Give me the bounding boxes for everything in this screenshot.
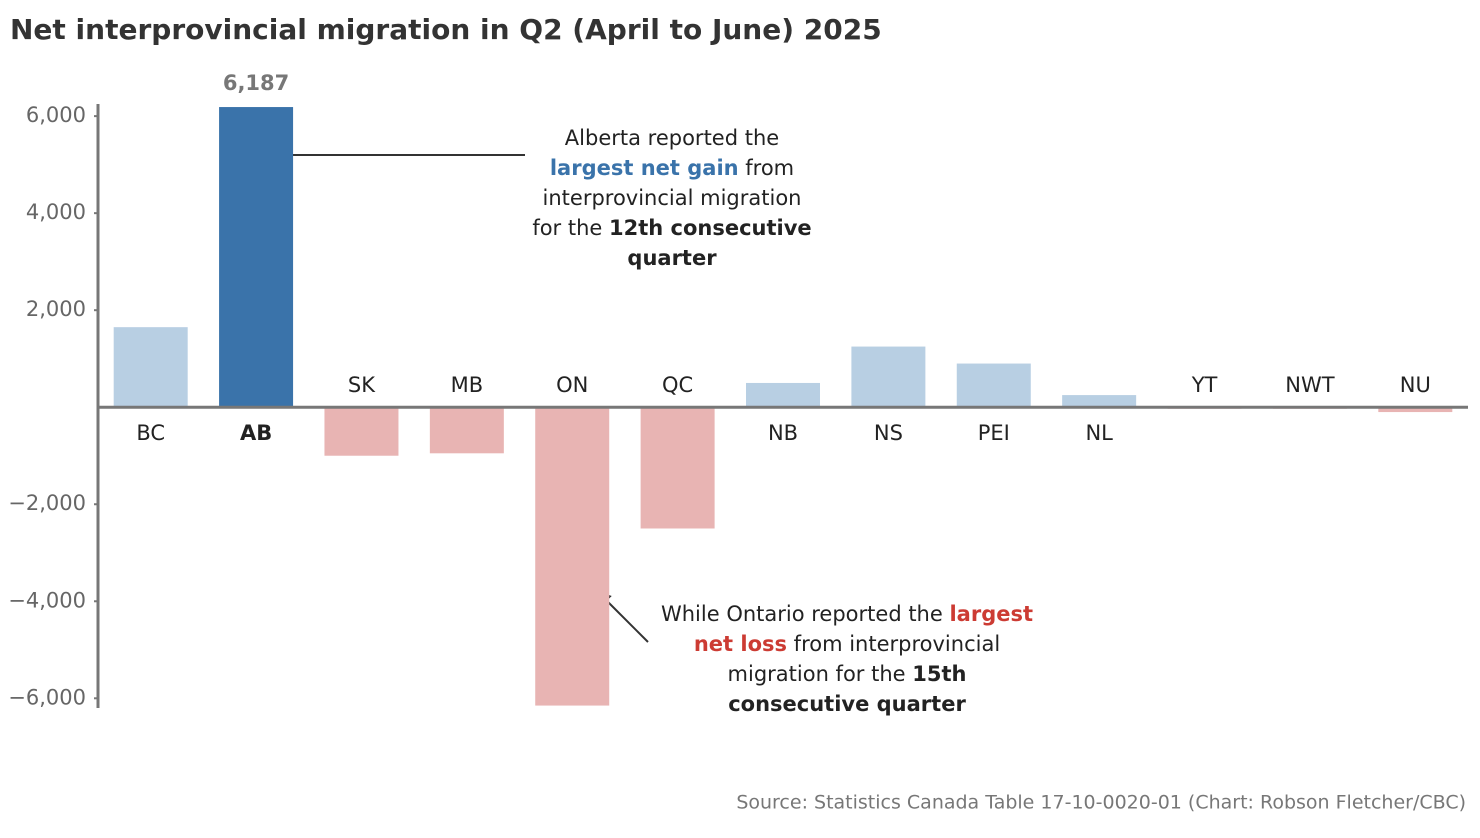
x-tick-label: PEI: [978, 421, 1010, 445]
annotation: quarter: [627, 246, 717, 270]
x-tick-label: NS: [874, 421, 903, 445]
annotation-span: for the: [532, 216, 609, 240]
annotation-span: 15th: [912, 662, 966, 686]
x-tick-label: NB: [768, 421, 798, 445]
x-tick-label: ON: [556, 373, 588, 397]
annotation: While Ontario reported the largest: [661, 602, 1033, 626]
bar: [746, 382, 820, 408]
bar: [535, 407, 610, 706]
x-tick-label: BC: [136, 421, 165, 445]
y-tick-label: 4,000: [26, 200, 86, 224]
x-tick-label: NL: [1085, 421, 1113, 445]
x-tick-label: AB: [240, 421, 272, 445]
y-tick-label: −6,000: [8, 685, 86, 709]
annotation-span: interprovincial migration: [543, 186, 802, 210]
bar: [640, 407, 715, 529]
bar: [219, 107, 294, 408]
bar: [851, 346, 926, 408]
source: Source: Statistics Canada Table 17-10-00…: [736, 792, 1466, 814]
annotation-span: net loss: [694, 632, 787, 656]
arrow: [597, 591, 649, 643]
bar: [429, 407, 504, 454]
annotation-span: Alberta reported the: [565, 126, 779, 150]
bar: [113, 327, 188, 408]
annotation-span: from: [739, 156, 795, 180]
annotation-span: 12th consecutive: [609, 216, 812, 240]
y-tick-label: 2,000: [26, 297, 86, 321]
x-tick-label: NU: [1400, 373, 1431, 397]
annotation: largest net gain from: [550, 156, 794, 180]
annotation-span: largest: [949, 602, 1033, 626]
x-tick-label: NWT: [1285, 373, 1334, 397]
bar: [1378, 407, 1453, 413]
bar: [1062, 395, 1137, 408]
annotation: consecutive quarter: [728, 692, 966, 716]
annotation-span: quarter: [627, 246, 717, 270]
annotation: Alberta reported the: [565, 126, 779, 150]
x-tick-label: QC: [662, 373, 693, 397]
chart-title: Net interprovincial migration in Q2 (Apr…: [10, 13, 882, 46]
bar: [324, 407, 399, 456]
annotation-span: While Ontario reported the: [661, 602, 949, 626]
annotation: migration for the 15th: [728, 662, 967, 686]
annotation-span: from interprovincial: [787, 632, 1000, 656]
annotation-span: consecutive quarter: [728, 692, 966, 716]
x-tick-label: YT: [1191, 373, 1218, 397]
annotation-span: migration for the: [728, 662, 913, 686]
bar: [956, 363, 1031, 408]
y-tick-label: −4,000: [8, 588, 86, 612]
annotation: net loss from interprovincial: [694, 632, 1000, 656]
y-tick-label: −2,000: [8, 491, 86, 515]
y-tick-label: 6,000: [26, 103, 86, 127]
annotation-span: largest net gain: [550, 156, 739, 180]
annotation: for the 12th consecutive: [532, 216, 811, 240]
annotation: interprovincial migration: [543, 186, 802, 210]
value-label: 6,187: [223, 71, 289, 95]
x-tick-label: SK: [348, 373, 376, 397]
x-tick-label: MB: [451, 373, 484, 397]
